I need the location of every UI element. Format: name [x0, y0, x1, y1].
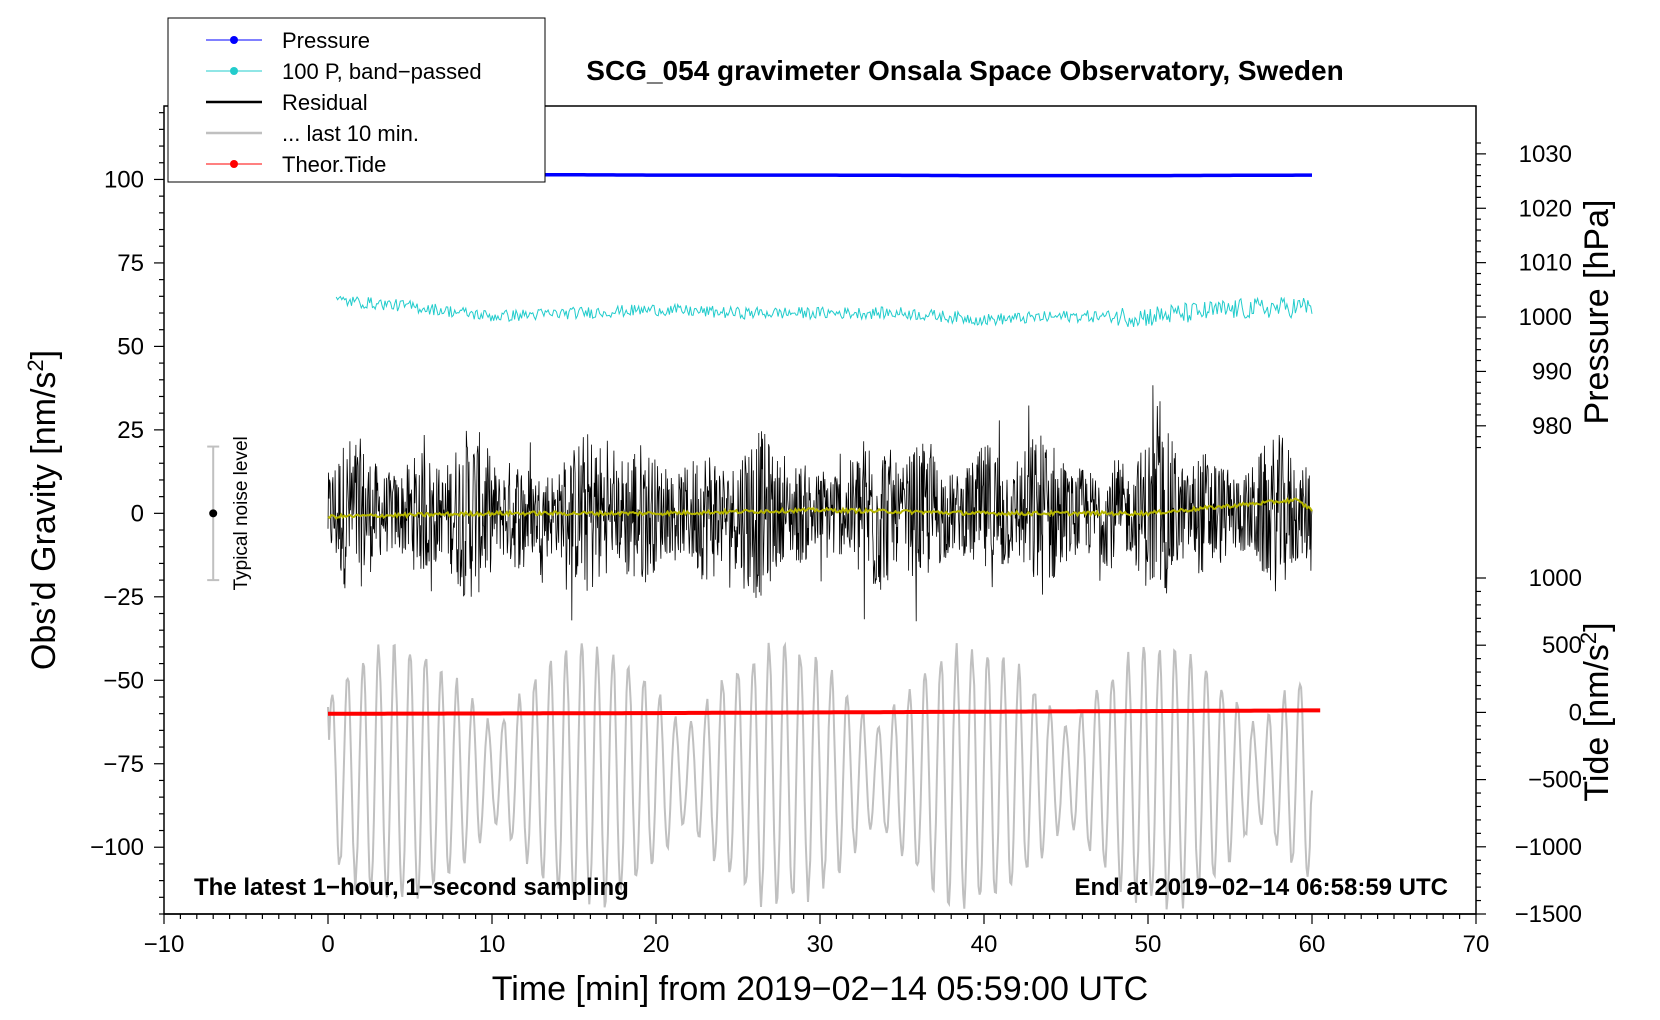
y-right-pressure-tick-label: 980 — [1532, 413, 1572, 440]
y-right-pressure-tick-label: 1000 — [1519, 304, 1572, 331]
legend-label: Residual — [282, 90, 368, 115]
y-left-tick-label: −25 — [103, 584, 144, 611]
y-right-tide-tick-label: 0 — [1569, 699, 1582, 726]
x-tick-label: 40 — [971, 931, 998, 958]
x-tick-label: 70 — [1463, 931, 1490, 958]
y-right-tide-tick-label: −500 — [1528, 767, 1582, 794]
y-axis-right: 1030 1020 1010 1000 990 980 1000 500 0 −500 −1000 −… — [1476, 141, 1582, 928]
legend-label: ... last 10 min. — [282, 121, 419, 146]
x-tick-label: 30 — [807, 931, 834, 958]
legend-swatch-marker — [230, 36, 238, 44]
noise-bar-label: Typical noise level — [231, 436, 252, 590]
series-theor-tide — [328, 708, 1321, 716]
y-left-tick-label: −100 — [90, 834, 144, 861]
y-right-pressure-tick-label: 1020 — [1519, 195, 1572, 222]
y-axis-left: 100 75 50 25 0 −25 −50 −75 −100 — [90, 112, 164, 915]
legend: Pressure 100 P, band−passed Residual ... la… — [167, 17, 546, 183]
legend-box — [167, 17, 546, 183]
y-left-tick-label: 50 — [117, 333, 144, 360]
annotation-end-time: End at 2019−02−14 06:58:59 UTC — [1074, 874, 1448, 901]
x-tick-label: −10 — [144, 931, 185, 958]
x-axis: −10 0 10 20 30 40 50 60 70 — [144, 913, 1490, 958]
y-right-tide-tick-label: 1000 — [1529, 565, 1582, 592]
y-right-pressure-tick-label: 990 — [1532, 358, 1572, 385]
x-tick-label: 0 — [321, 931, 334, 958]
x-tick-label: 60 — [1299, 931, 1326, 958]
y-axis-right-bottom-title-sup: 2 — [1576, 632, 1601, 644]
y-left-tick-label: 75 — [117, 250, 144, 277]
series-layer — [327, 172, 1321, 910]
x-axis-title: Time [min] from 2019−02−14 05:59:00 UTC — [492, 970, 1148, 1008]
legend-label: Pressure — [282, 28, 370, 53]
series-residual — [327, 385, 1313, 622]
y-right-pressure-tick-label: 1030 — [1519, 141, 1572, 168]
noise-bar-center-dot — [209, 509, 218, 518]
y-axis-left-title-sup: 2 — [23, 359, 48, 371]
y-left-tick-label: 25 — [117, 417, 144, 444]
legend-swatch-marker — [230, 160, 238, 168]
y-right-tide-tick-label: −1500 — [1515, 901, 1582, 928]
x-tick-label: 50 — [1135, 931, 1162, 958]
y-left-tick-label: −75 — [103, 751, 144, 778]
y-right-pressure-tick-label: 1010 — [1519, 250, 1572, 277]
noise-bar: Typical noise level — [207, 436, 252, 590]
chart-title: SCG_054 gravimeter Onsala Space Observat… — [586, 55, 1343, 86]
y-left-tick-label: −50 — [103, 667, 144, 694]
y-right-tide-tick-label: 500 — [1542, 632, 1582, 659]
x-tick-label: 20 — [643, 931, 670, 958]
legend-label: Theor.Tide — [282, 152, 386, 177]
x-tick-label: 10 — [479, 931, 506, 958]
y-left-tick-label: 0 — [131, 500, 144, 527]
series-100p-band-passed — [335, 295, 1313, 327]
y-left-tick-label: 100 — [104, 166, 144, 193]
annotation-latest-hour: The latest 1−hour, 1−second sampling — [194, 874, 629, 901]
series-last-10-min — [327, 641, 1313, 910]
y-axis-right-bottom-title: Tide [nm/s2] — [1576, 622, 1616, 801]
series-residual-smoothed — [327, 497, 1313, 520]
legend-swatch-marker — [230, 67, 238, 75]
y-right-tide-tick-label: −1000 — [1515, 834, 1582, 861]
y-axis-right-top-title: Pressure [hPa] — [1578, 200, 1616, 425]
legend-label: 100 P, band−passed — [282, 59, 482, 84]
y-axis-left-title: Obs’d Gravity [nm/s2] — [23, 350, 63, 670]
